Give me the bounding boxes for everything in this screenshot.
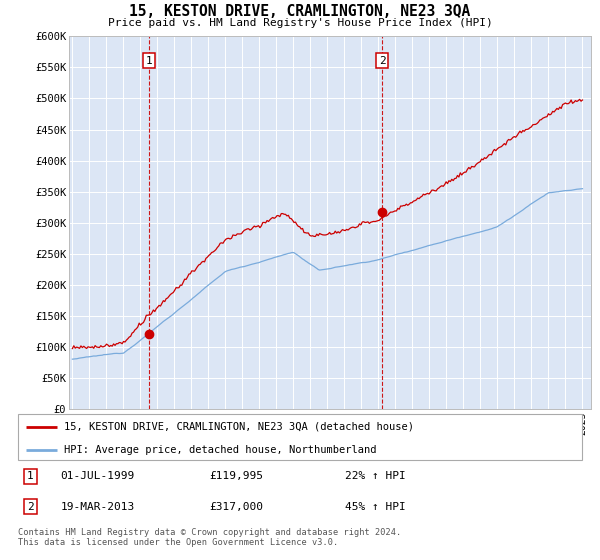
Text: 15, KESTON DRIVE, CRAMLINGTON, NE23 3QA: 15, KESTON DRIVE, CRAMLINGTON, NE23 3QA [130, 4, 470, 20]
Text: 22% ↑ HPI: 22% ↑ HPI [345, 472, 406, 482]
Text: 2: 2 [27, 502, 34, 512]
Text: 15, KESTON DRIVE, CRAMLINGTON, NE23 3QA (detached house): 15, KESTON DRIVE, CRAMLINGTON, NE23 3QA … [64, 422, 414, 432]
Text: 19-MAR-2013: 19-MAR-2013 [60, 502, 134, 512]
Text: HPI: Average price, detached house, Northumberland: HPI: Average price, detached house, Nort… [64, 445, 377, 455]
Text: Price paid vs. HM Land Registry's House Price Index (HPI): Price paid vs. HM Land Registry's House … [107, 18, 493, 28]
Text: 2: 2 [379, 55, 385, 66]
Text: 1: 1 [146, 55, 152, 66]
Text: £317,000: £317,000 [210, 502, 264, 512]
Text: £119,995: £119,995 [210, 472, 264, 482]
Text: 45% ↑ HPI: 45% ↑ HPI [345, 502, 406, 512]
FancyBboxPatch shape [18, 414, 582, 460]
Text: Contains HM Land Registry data © Crown copyright and database right 2024.
This d: Contains HM Land Registry data © Crown c… [18, 528, 401, 547]
Text: 01-JUL-1999: 01-JUL-1999 [60, 472, 134, 482]
Text: 1: 1 [27, 472, 34, 482]
